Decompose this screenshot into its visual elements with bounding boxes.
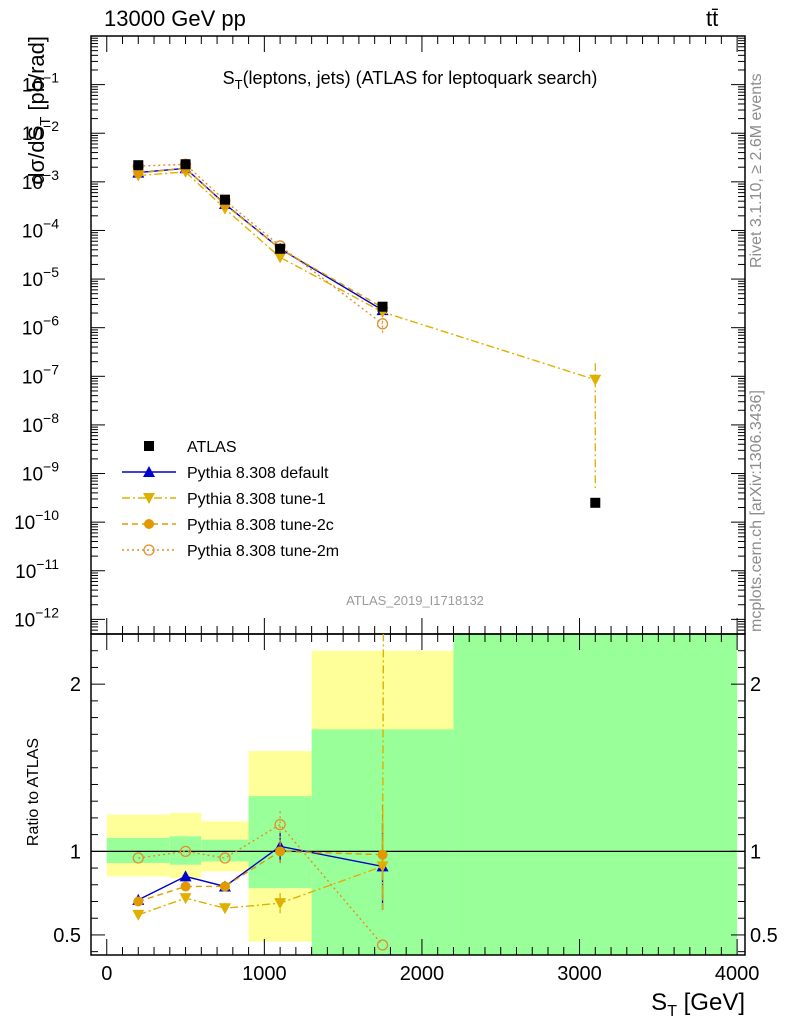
series-line — [138, 167, 383, 309]
ratio-line — [138, 634, 385, 916]
legend-marker — [143, 544, 155, 556]
y-tick-label: 10−9 — [22, 459, 59, 486]
legend-label: Pythia 8.308 tune-2m — [187, 543, 339, 560]
ratio-bands — [106, 634, 738, 955]
x-tick-label: 0 — [101, 963, 112, 985]
ratio-band-inner — [453, 634, 738, 955]
legend-marker — [143, 466, 155, 477]
legend-entry: Pythia 8.308 default — [122, 465, 329, 482]
series-line — [138, 163, 383, 325]
ratio-point — [275, 846, 286, 857]
main-plot-series — [132, 158, 602, 508]
ratio-point — [377, 849, 388, 860]
ratio-y-tick-label: 0.5 — [53, 925, 81, 947]
ratio-band-inner — [106, 837, 170, 864]
ratio-series — [132, 634, 389, 951]
ratio-y-tick-label-right: 1 — [750, 841, 761, 863]
ratio-series-3 — [132, 811, 389, 951]
y-axis-title: dσ/dST [pb/rad] — [24, 36, 54, 185]
y-tick-label: 10−6 — [22, 313, 59, 340]
ratio-point — [132, 852, 144, 864]
x-axis-title: ST [GeV] — [651, 989, 745, 1020]
energy-label: 13000 GeV pp — [104, 6, 246, 31]
data-point — [219, 194, 230, 205]
ratio-point — [180, 881, 191, 892]
ratio-y-axis-title: Ratio to ATLAS — [25, 738, 42, 846]
y-tick-label: 10−12 — [14, 604, 59, 631]
data-point — [180, 159, 191, 170]
ratio-point — [218, 903, 231, 915]
x-tick-label: 1000 — [242, 963, 287, 985]
ratio-line — [138, 850, 383, 903]
y-tick-label: 10−11 — [15, 556, 59, 583]
legend-entry: Pythia 8.308 tune-2m — [122, 543, 339, 560]
analysis-id-label: ATLAS_2019_I1718132 — [346, 593, 484, 608]
legend-label: Pythia 8.308 tune-1 — [187, 491, 326, 508]
ratio-point — [219, 881, 230, 892]
ratio-point — [179, 893, 192, 905]
ratio-point — [219, 852, 231, 864]
y-tick-label: 10−7 — [22, 361, 59, 388]
legend-label: Pythia 8.308 tune-2c — [187, 517, 334, 534]
y-tick-label: 10−1 — [22, 70, 59, 97]
ratio-y-tick-label-right: 2 — [750, 674, 761, 696]
legend-label: ATLAS — [187, 439, 237, 456]
ratio-point — [179, 845, 192, 857]
legend-entry: Pythia 8.308 tune-2c — [122, 517, 334, 534]
ratio-line — [138, 823, 384, 946]
data-point — [377, 301, 388, 312]
ratio-frame — [90, 633, 746, 956]
y-tick-label: 10−3 — [22, 167, 59, 194]
x-tick-label: 4000 — [715, 963, 760, 985]
data-point — [133, 160, 144, 171]
y-tick-label: 10−5 — [22, 264, 59, 291]
chart-title: ST(leptons, jets) (ATLAS for leptoquark … — [223, 68, 598, 92]
ratio-point — [274, 898, 287, 910]
ratio-band-inner — [201, 839, 249, 862]
series-1 — [132, 162, 389, 316]
ratio-band-inner — [169, 836, 202, 865]
data-point — [376, 318, 389, 330]
data-point — [274, 252, 287, 264]
series-4 — [132, 158, 389, 336]
ratio-y-tick-label-right: 0.5 — [750, 925, 778, 947]
ratio-y-tick-label: 2 — [70, 674, 81, 696]
legend-marker — [144, 519, 154, 529]
ratio-point — [179, 870, 192, 882]
series-0 — [133, 159, 601, 508]
legend-label: Pythia 8.308 default — [187, 465, 329, 482]
ratio-y-tick-label: 1 — [70, 841, 81, 863]
ratio-point — [274, 818, 286, 831]
series-line — [138, 171, 596, 381]
legend-marker — [143, 493, 155, 504]
ratio-point — [133, 896, 144, 907]
y-tick-label: 10−4 — [22, 215, 59, 242]
y-tick-label: 10−2 — [22, 118, 59, 145]
legend-entry: ATLAS — [144, 439, 237, 456]
x-tick-label: 2000 — [400, 963, 445, 985]
y-tick-label: 10−8 — [22, 410, 59, 437]
ratio-point — [132, 909, 145, 921]
data-point — [590, 497, 601, 508]
y-tick-label: 10−10 — [14, 507, 59, 534]
process-label: tt̄ — [706, 6, 719, 31]
data-point — [589, 374, 602, 386]
ratio-point — [376, 939, 389, 951]
legend-entry: Pythia 8.308 tune-1 — [122, 491, 326, 508]
data-point — [275, 243, 286, 254]
x-tick-label: 3000 — [557, 963, 602, 985]
legend-marker — [144, 441, 154, 451]
ratio-series-2 — [133, 804, 388, 907]
